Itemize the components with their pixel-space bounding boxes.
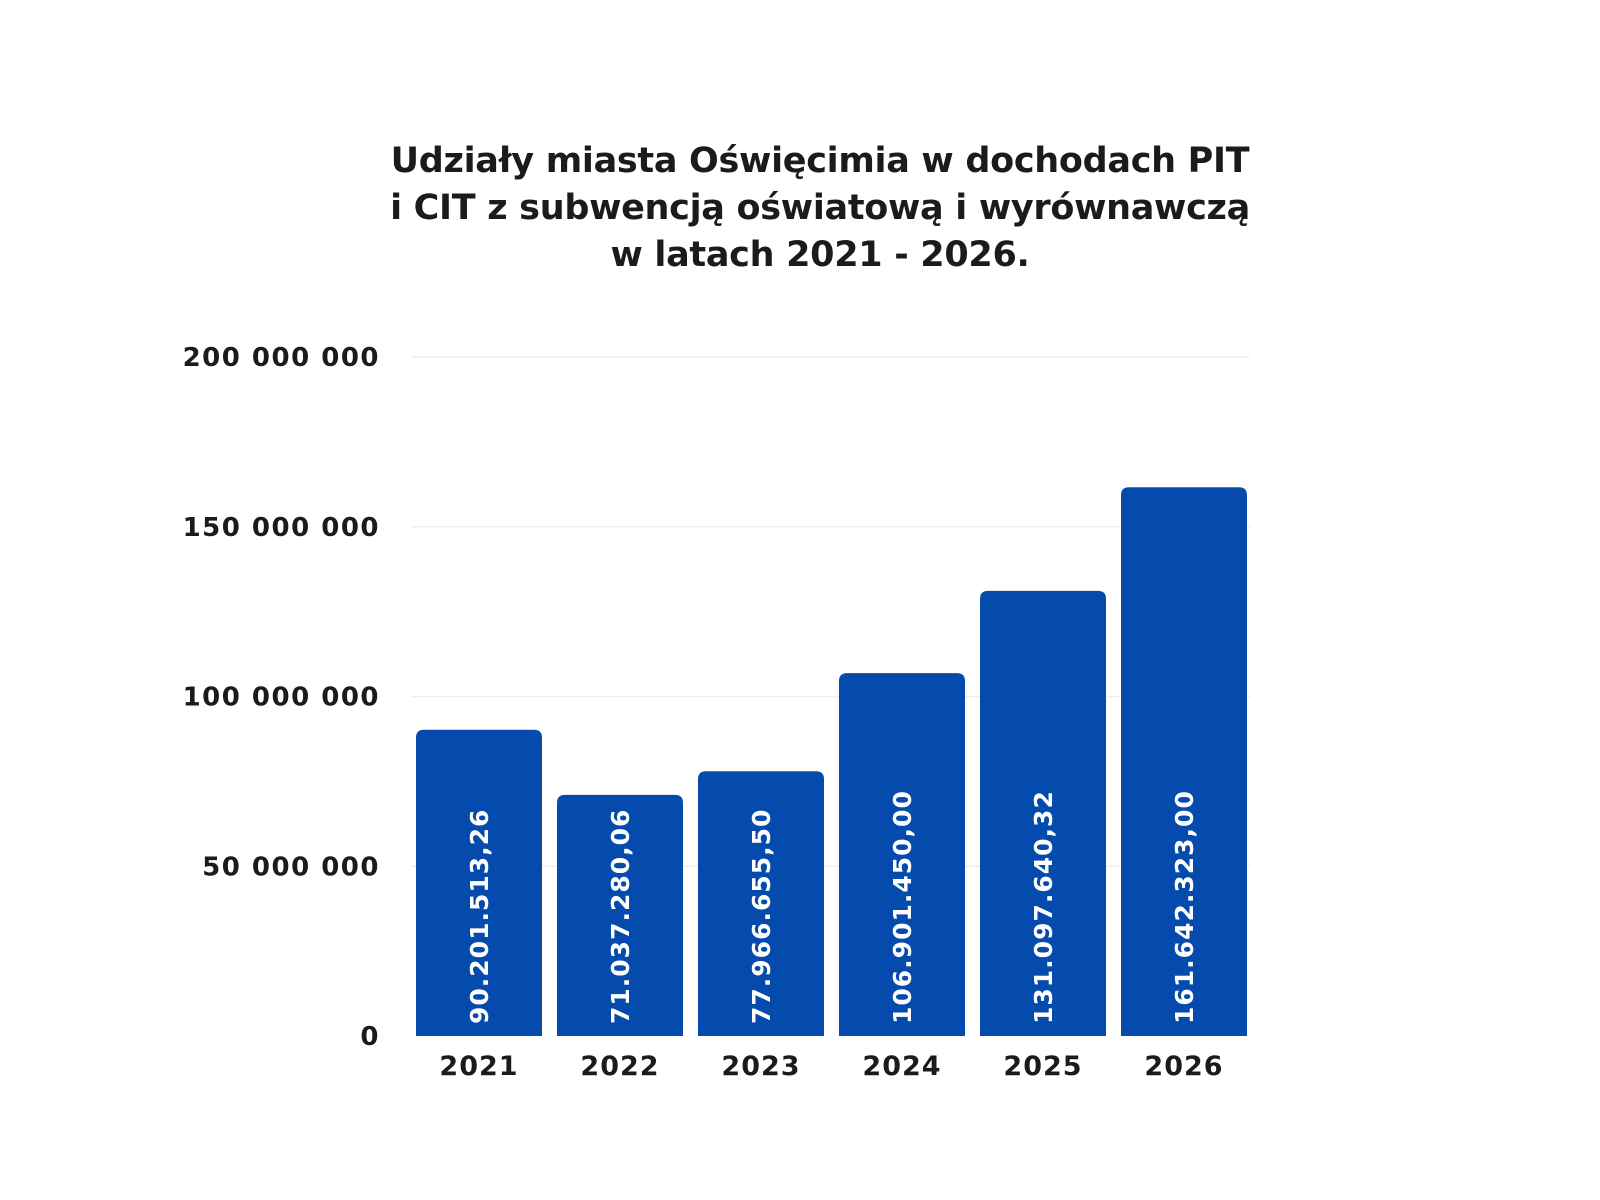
x-axis-tick-labels: 2021 2022 2023 2024 2025 2026 [439, 1051, 1223, 1082]
chart-title-line-2: i CIT z subwencją oświatową i wyrównawcz… [390, 188, 1250, 228]
bar-2025 [980, 590, 1106, 1036]
bars [416, 487, 1247, 1036]
x-tick-label: 2024 [862, 1051, 941, 1082]
bar-value-label: 90.201.513,26 [465, 809, 494, 1024]
y-axis-tick-labels: 0 50 000 000 100 000 000 150 000 000 200 000… [183, 343, 380, 1052]
y-tick-label: 100 000 000 [183, 683, 380, 713]
bar-value-label: 131.097.640,32 [1029, 790, 1058, 1024]
x-tick-label: 2022 [580, 1051, 659, 1082]
chart-title-line-3: w latach 2021 - 2026. [610, 235, 1030, 275]
y-tick-label: 0 [360, 1022, 380, 1052]
x-tick-label: 2025 [1003, 1051, 1082, 1082]
gridlines [412, 356, 1250, 867]
x-tick-label: 2026 [1144, 1051, 1223, 1082]
bar-2026 [1121, 487, 1247, 1036]
bar-2023 [698, 771, 824, 1036]
y-tick-label: 50 000 000 [202, 852, 380, 882]
bar-2021 [416, 729, 542, 1036]
y-tick-label: 200 000 000 [183, 343, 380, 373]
y-tick-label: 150 000 000 [183, 513, 380, 543]
x-tick-label: 2023 [721, 1051, 800, 1082]
bar-value-label: 71.037.280,06 [606, 809, 635, 1024]
x-tick-label: 2021 [439, 1051, 518, 1082]
bar-2022 [557, 794, 683, 1036]
bar-value-label: 161.642.323,00 [1170, 790, 1199, 1024]
bar-value-labels: 90.201.513,26 71.037.280,06 77.966.655,50 1… [465, 790, 1199, 1024]
bar-value-label: 106.901.450,00 [888, 790, 917, 1024]
chart-title: Udziały miasta Oświęcimia w dochodach PI… [0, 138, 1600, 279]
bar-value-label: 77.966.655,50 [747, 809, 776, 1024]
bar-2024 [839, 673, 965, 1036]
chart-title-line-1: Udziały miasta Oświęcimia w dochodach PI… [390, 141, 1250, 181]
